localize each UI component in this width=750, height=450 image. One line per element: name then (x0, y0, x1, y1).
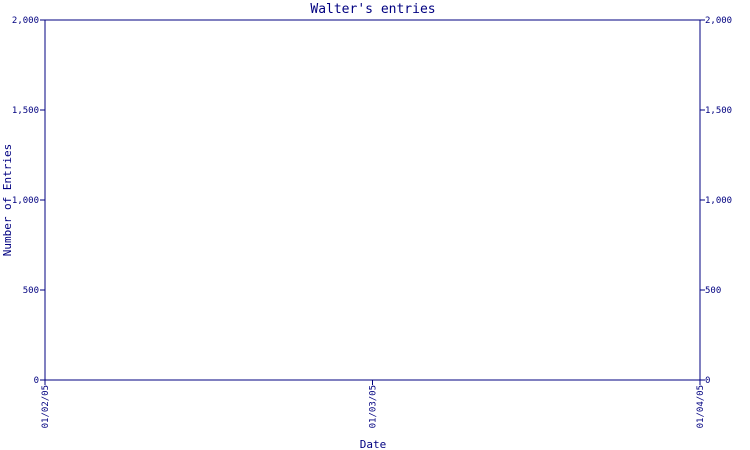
y-tick-label-right: 0 (705, 376, 710, 386)
y-tick-label-right: 1,500 (705, 106, 732, 116)
y-tick-label-left: 500 (23, 286, 39, 296)
x-tick-label: 01/03/05 (369, 385, 379, 428)
y-tick-label-left: 1,500 (12, 106, 39, 116)
plot-area-border (44, 19, 701, 381)
y-tick-label-right: 1,000 (705, 196, 732, 206)
x-axis-label: Date (360, 438, 387, 450)
y-axis-label: Number of Entries (1, 144, 14, 257)
y-tick-label-left: 0 (34, 376, 39, 386)
x-tick-label: 01/02/05 (41, 385, 51, 428)
y-tick-label-left: 2,000 (12, 16, 39, 26)
chart-title: Walter's entries (310, 2, 435, 17)
axis-ticks: 0 0 500 500 1,000 1,000 1,500 1,500 2,000 2,000 01… (12, 16, 732, 428)
y-tick-label-right: 500 (705, 286, 721, 296)
y-tick-label-right: 2,000 (705, 16, 732, 26)
x-tick-label: 01/04/05 (696, 385, 706, 428)
y-tick-label-left: 1,000 (12, 196, 39, 206)
